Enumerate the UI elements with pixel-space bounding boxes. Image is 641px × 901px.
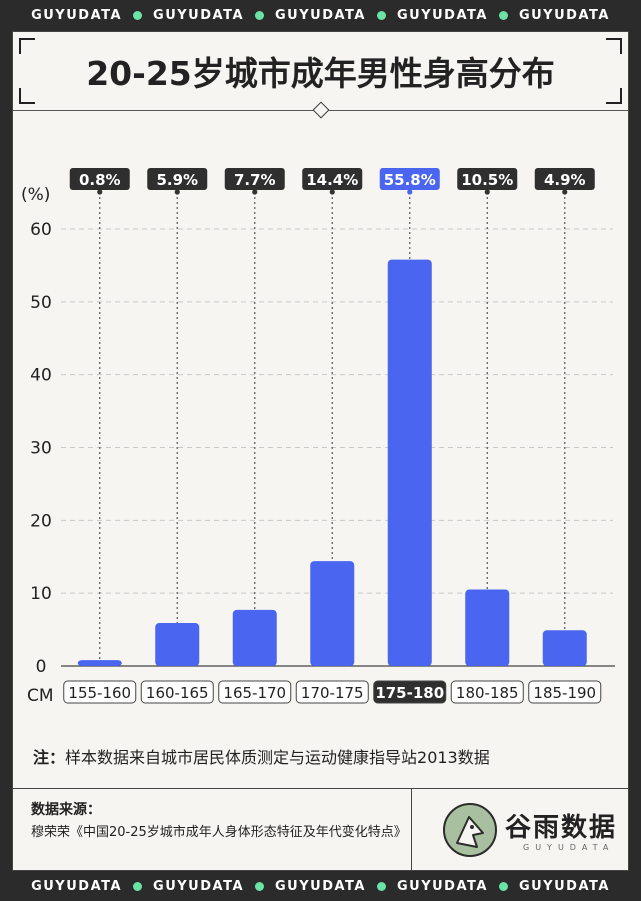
bar bbox=[310, 561, 355, 666]
ticker-text: GUYUDATA bbox=[396, 878, 488, 894]
bar bbox=[387, 259, 432, 666]
value-label-box bbox=[379, 168, 440, 190]
value-label-box bbox=[224, 168, 285, 190]
y-tick-label: 0 bbox=[36, 657, 47, 677]
y-tick-label: 30 bbox=[30, 439, 52, 459]
ticker-text: GUYUDATA bbox=[31, 878, 123, 894]
value-label: 55.8% bbox=[384, 171, 436, 189]
value-label-box bbox=[534, 168, 595, 190]
leader-dot bbox=[484, 189, 490, 195]
leader-dot bbox=[329, 189, 335, 195]
value-label: 14.4% bbox=[306, 171, 358, 189]
bar bbox=[155, 623, 200, 666]
category-label-box bbox=[450, 680, 524, 704]
category-label-box bbox=[218, 680, 292, 704]
bar-chart: (%) 0 10 20 30 40 50 60 CM 0.8% 155-160 5.9% 160-165… bbox=[21, 168, 615, 706]
leader-dot bbox=[407, 189, 413, 195]
value-label: 4.9% bbox=[544, 171, 586, 189]
title-box: 20-25岁城市成年男性身高分布 bbox=[13, 32, 628, 111]
footer: 数据来源： 穆荣荣《中国20-25岁城市成年人身体形态特征及年代变化特点》 谷雨… bbox=[13, 788, 628, 871]
category-label: 185-190 bbox=[533, 684, 596, 702]
bar bbox=[542, 630, 587, 666]
y-tick-label: 20 bbox=[30, 511, 52, 531]
ticker-text: GUYUDATA bbox=[153, 7, 245, 23]
value-label: 7.7% bbox=[234, 171, 276, 189]
category-label-box bbox=[373, 680, 447, 704]
dot-icon bbox=[255, 10, 265, 20]
brand-name-en: GUYUDATA bbox=[523, 843, 615, 852]
category-label: 180-185 bbox=[456, 684, 519, 702]
chart-note: 注：样本数据来自城市居民体质测定与运动健康指导站2013数据 bbox=[33, 744, 490, 768]
category-label-box bbox=[295, 680, 369, 704]
y-axis-label: (%) bbox=[21, 185, 50, 205]
bird-logo-icon bbox=[443, 803, 497, 857]
x-axis-label: CM bbox=[27, 686, 54, 706]
source-label: 数据来源： bbox=[31, 802, 101, 818]
source-text: 穆荣荣《中国20-25岁城市成年人身体形态特征及年代变化特点》 bbox=[31, 825, 407, 840]
corner-decoration bbox=[19, 88, 35, 104]
page-title: 20-25岁城市成年男性身高分布 bbox=[86, 54, 555, 93]
bar bbox=[77, 660, 122, 666]
dot-icon bbox=[498, 881, 508, 891]
note-label: 注： bbox=[33, 748, 66, 767]
brand-name: 谷雨数据 bbox=[505, 813, 618, 843]
value-label-box bbox=[147, 168, 208, 190]
category-label: 170-175 bbox=[301, 684, 364, 702]
ticker-text: GUYUDATA bbox=[153, 878, 245, 894]
leader-dot bbox=[562, 189, 568, 195]
ticker-text: GUYUDATA bbox=[518, 878, 610, 894]
category-label: 155-160 bbox=[68, 684, 131, 702]
dot-icon bbox=[133, 10, 143, 20]
y-tick-label: 10 bbox=[30, 584, 52, 604]
dot-icon bbox=[376, 10, 386, 20]
leader-dot bbox=[174, 189, 180, 195]
bar bbox=[232, 609, 277, 666]
leader-dot bbox=[97, 189, 103, 195]
dot-icon bbox=[255, 881, 265, 891]
value-label-box bbox=[302, 168, 363, 190]
value-label: 10.5% bbox=[461, 171, 513, 189]
dot-icon bbox=[498, 10, 508, 20]
y-tick-label: 50 bbox=[30, 293, 52, 313]
corner-decoration bbox=[606, 38, 622, 54]
ticker-text: GUYUDATA bbox=[275, 878, 366, 894]
category-label: 175-180 bbox=[375, 684, 444, 702]
category-label: 160-165 bbox=[146, 684, 209, 702]
ticker-text: GUYUDATA bbox=[275, 7, 366, 23]
note-text: 样本数据来自城市居民体质测定与运动健康指导站2013数据 bbox=[65, 748, 490, 767]
bar bbox=[465, 589, 510, 666]
category-label: 165-170 bbox=[223, 684, 286, 702]
value-label: 5.9% bbox=[156, 171, 198, 189]
category-label-box bbox=[63, 680, 137, 704]
corner-decoration bbox=[19, 38, 35, 54]
ticker-text: GUYUDATA bbox=[396, 7, 488, 23]
y-tick-label: 40 bbox=[30, 366, 52, 386]
dot-icon bbox=[376, 881, 386, 891]
top-ticker: GUYUDATA GUYUDATA GUYUDATA GUYUDATA GUYU… bbox=[0, 0, 641, 30]
leader-dot bbox=[252, 189, 258, 195]
value-label-box bbox=[457, 168, 518, 190]
category-label-box bbox=[528, 680, 602, 704]
footer-divider bbox=[411, 789, 412, 871]
category-label-box bbox=[140, 680, 214, 704]
corner-decoration bbox=[606, 88, 622, 104]
ticker-text: GUYUDATA bbox=[518, 7, 610, 23]
value-label-box bbox=[69, 168, 130, 190]
infographic-card: 20-25岁城市成年男性身高分布 (%) 0 10 20 30 40 50 60 CM 0.8% 1… bbox=[12, 31, 629, 871]
ticker-text: GUYUDATA bbox=[31, 7, 123, 23]
y-tick-label: 60 bbox=[30, 220, 52, 240]
bottom-ticker: GUYUDATA GUYUDATA GUYUDATA GUYUDATA GUYU… bbox=[0, 871, 641, 901]
value-label: 0.8% bbox=[79, 171, 121, 189]
dot-icon bbox=[133, 881, 143, 891]
